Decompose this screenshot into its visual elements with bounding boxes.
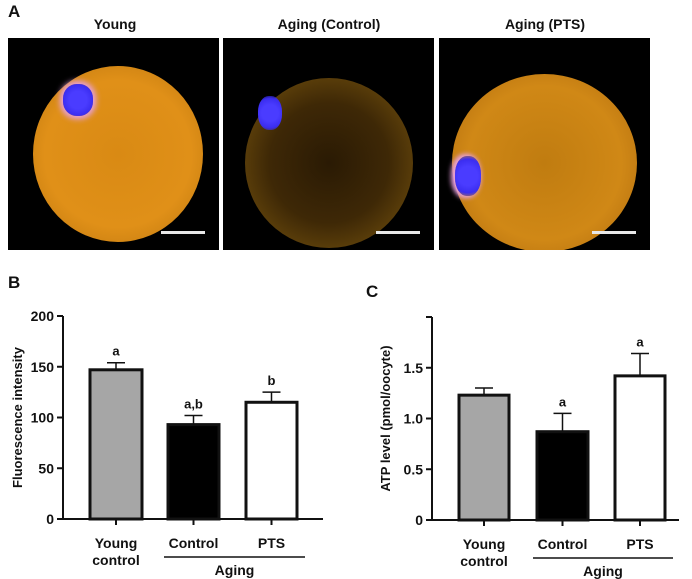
significance-label: a <box>559 394 567 409</box>
bar-1 <box>535 430 590 522</box>
chart-C-letter: C <box>366 282 378 301</box>
bar-0 <box>88 368 144 521</box>
significance-label: a <box>112 344 120 359</box>
bar-1 <box>166 423 221 521</box>
y-tick-label: 0.5 <box>404 461 424 477</box>
y-tick-label: 1.0 <box>404 411 424 427</box>
y-tick-label: 100 <box>31 410 55 426</box>
significance-label: b <box>268 373 276 388</box>
x-tick-label: PTS <box>258 535 285 551</box>
x-tick-label: PTS <box>626 536 653 552</box>
x-tick-label: Young <box>463 536 506 552</box>
y-tick-label: 200 <box>31 308 55 324</box>
significance-label: a <box>636 335 644 350</box>
x-tick-label: control <box>92 552 139 568</box>
significance-label: a,b <box>184 396 203 411</box>
panel-a-label: A <box>8 2 21 21</box>
bar-0 <box>457 393 511 522</box>
group-label: Aging <box>583 563 623 579</box>
y-tick-label: 0 <box>415 512 423 528</box>
x-tick-label: control <box>460 553 507 569</box>
y-tick-label: 150 <box>31 359 55 375</box>
chart-B-letter: B <box>8 273 20 292</box>
y-tick-label: 1.5 <box>404 360 424 376</box>
bar-2 <box>613 374 667 522</box>
scale-bar <box>376 231 420 234</box>
image-title-young: Young <box>93 16 137 32</box>
micrograph-young <box>8 38 219 250</box>
scale-bar <box>161 231 205 234</box>
bar-2 <box>244 400 299 521</box>
x-tick-label: Young <box>95 535 138 551</box>
x-tick-label: Control <box>169 535 219 551</box>
x-tick-label: Control <box>538 536 588 552</box>
image-title-aging-pts: Aging (PTS) <box>504 16 586 32</box>
y-axis-label: ATP level (pmol/oocyte) <box>378 345 393 491</box>
micrograph-aging-control <box>223 38 434 250</box>
y-axis-label: Fluorescence intensity <box>10 346 25 488</box>
micrograph-aging-pts <box>439 38 650 250</box>
group-label: Aging <box>215 562 255 578</box>
scale-bar <box>592 231 636 234</box>
image-title-aging-control: Aging (Control) <box>277 16 381 32</box>
y-tick-label: 50 <box>38 460 54 476</box>
y-tick-label: 0 <box>46 511 54 527</box>
